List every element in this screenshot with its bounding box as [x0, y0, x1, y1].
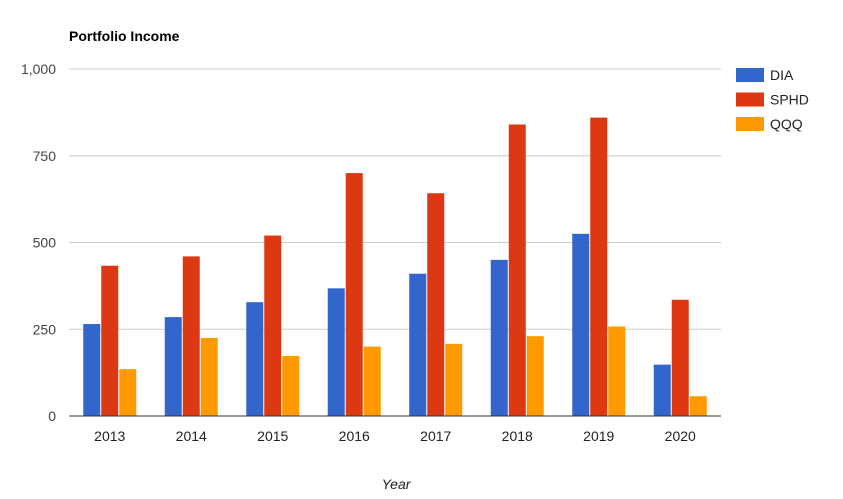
legend-label-dia: DIA — [770, 67, 794, 83]
bar-sphd-2016 — [345, 173, 363, 416]
bar-qqq-2013 — [119, 369, 137, 416]
bar-dia-2018 — [490, 259, 508, 416]
y-tick-label: 250 — [33, 321, 57, 337]
bar-qqq-2015 — [282, 355, 300, 416]
bar-dia-2017 — [409, 273, 427, 416]
bar-sphd-2014 — [182, 256, 200, 416]
bar-dia-2020 — [653, 364, 671, 416]
bar-sphd-2015 — [264, 235, 282, 416]
bar-dia-2016 — [327, 288, 345, 416]
bar-qqq-2016 — [363, 346, 381, 416]
bar-qqq-2014 — [200, 337, 218, 416]
legend-swatch-dia — [736, 68, 764, 82]
x-tick-label: 2015 — [257, 428, 288, 444]
x-tick-label: 2018 — [502, 428, 533, 444]
bar-sphd-2020 — [671, 299, 689, 416]
bar-qqq-2019 — [608, 326, 626, 416]
x-tick-label: 2016 — [339, 428, 370, 444]
bar-qqq-2020 — [689, 396, 707, 416]
y-tick-label: 500 — [33, 235, 57, 251]
gridlines — [69, 68, 721, 330]
x-tick-label: 2020 — [665, 428, 696, 444]
bars — [83, 117, 707, 417]
bar-dia-2014 — [164, 317, 182, 416]
x-axis-tick-labels: 2013 2014 2015 2016 2017 2018 2019 2020 — [94, 428, 696, 444]
bar-dia-2015 — [246, 302, 264, 416]
legend-label-qqq: QQQ — [770, 116, 803, 132]
y-axis-tick-labels: 0 250 500 750 1,000 — [21, 61, 56, 424]
y-tick-label: 1,000 — [21, 61, 56, 77]
bar-sphd-2017 — [427, 193, 445, 416]
bar-qqq-2018 — [526, 336, 544, 416]
x-tick-label: 2013 — [94, 428, 125, 444]
bar-sphd-2018 — [508, 124, 526, 417]
legend-swatch-sphd — [736, 92, 764, 107]
x-axis-title: Year — [382, 476, 412, 492]
legend: DIA SPHD QQQ — [736, 67, 809, 132]
x-tick-label: 2017 — [420, 428, 451, 444]
bar-sphd-2019 — [590, 117, 608, 416]
bar-sphd-2013 — [101, 265, 119, 416]
x-tick-label: 2014 — [176, 428, 207, 444]
bar-dia-2013 — [83, 324, 101, 416]
bar-dia-2019 — [572, 233, 590, 416]
bar-qqq-2017 — [445, 343, 463, 416]
chart-title: Portfolio Income — [69, 28, 180, 44]
y-tick-label: 750 — [33, 148, 57, 164]
x-tick-label: 2019 — [583, 428, 614, 444]
legend-swatch-qqq — [736, 117, 764, 131]
legend-label-sphd: SPHD — [770, 92, 809, 108]
y-tick-label: 0 — [48, 408, 56, 424]
